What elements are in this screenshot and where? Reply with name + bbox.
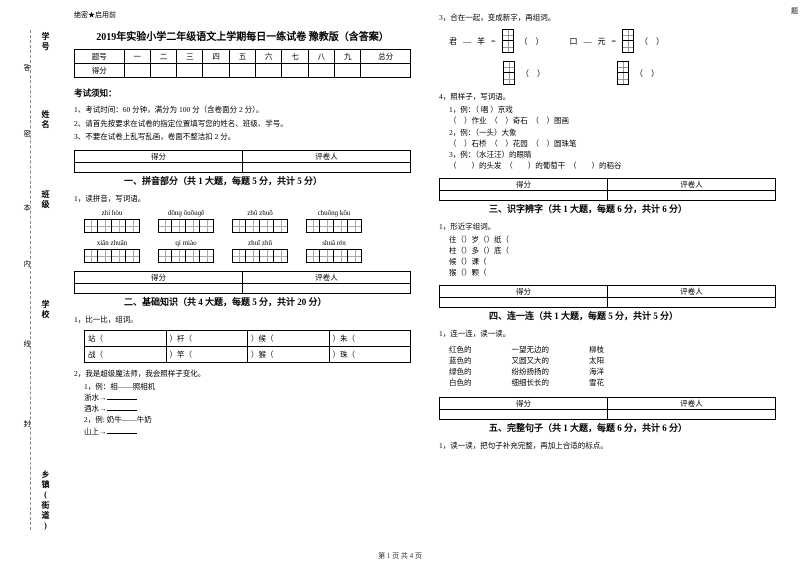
score-box: 得分评卷人 [439,178,776,201]
question-line: 1，比一比，组词。 [74,314,411,325]
score-box: 得分评卷人 [74,271,411,294]
edge-char: 题 [791,6,798,16]
scorebar-cell: 七 [282,50,308,64]
scorebar-cell: 总分 [361,50,411,64]
combine-row: 君—羊= （ ） 口—元= （ ） [449,29,776,53]
scorebar-cell: 五 [229,50,255,64]
margin-mark: 本 [22,204,32,211]
fold-line [30,30,31,530]
section-title: 四、连一连（共 1 大题，每题 5 分，共计 5 分） [439,309,776,322]
margin-mark: 线 [22,340,32,347]
scorebar-cell: 九 [335,50,361,64]
score-box-label: 评卷人 [243,271,411,283]
scorebar-cell: 六 [256,50,282,64]
pinyin: shuǎ rén [322,239,346,247]
column-left: 绝密★启用前 2019年实验小学二年级语文上学期每日一练试卷 豫教版（含答案） … [60,10,425,547]
margin-mark: 内 [22,260,32,267]
column-right: 3，合在一起，变成新字，再组词。 君—羊= （ ） 口—元= （ ） （ ） （… [425,10,790,547]
scorebar-cell: 一 [124,50,150,64]
combine-row: （ ） （ ） [449,61,776,85]
pinyin: qí miào [175,239,196,247]
score-box: 得分评卷人 [439,285,776,308]
margin-label: 班级 [40,190,51,210]
score-box-label: 得分 [75,150,243,162]
instructions-list: 1、考试时间：60 分钟，满分为 100 分（含卷面分 2 分）。 2、请首先按… [74,102,411,146]
score-header-table: 题号 一 二 三 四 五 六 七 八 九 总分 得分 [74,49,411,78]
instruction-item: 2、请首先按要求在试卷的指定位置填写您的姓名、班级、学号。 [74,119,411,130]
scorebar-cell: 八 [308,50,334,64]
question-line: 2，我是超级魔法师，我会照样子变化。 [74,368,411,379]
margin-mark: 密 [22,130,32,137]
score-box-label: 评卷人 [608,285,776,297]
section-title: 五、完整句子（共 1 大题，每题 6 分，共计 6 分） [439,421,776,434]
score-box-label: 评卷人 [608,178,776,190]
score-box-label: 评卷人 [243,150,411,162]
pinyin: chuōnɡ kǒu [318,209,351,217]
score-box: 得分评卷人 [74,150,411,173]
score-box-label: 得分 [440,178,608,190]
score-box-label: 评卷人 [608,397,776,409]
margin-mark: 答 [22,64,32,71]
margin-label: 学校 [40,300,51,320]
secret-label: 绝密★启用前 [74,10,411,20]
scorebar-row-label: 得分 [75,64,125,78]
paper-title: 2019年实验小学二年级语文上学期每日一练试卷 豫教版（含答案） [74,28,411,43]
question-line: 1，形近字组词。 [439,221,776,232]
pinyin-row: xiǎn zhuǎn qí miào zhuī zhǔ shuǎ rén [84,239,411,263]
question-line: 4，照样子，写词语。 [439,91,776,102]
margin-label: 姓名 [40,110,51,130]
pinyin: zhí hòu [102,209,123,217]
scorebar-cell: 二 [150,50,176,64]
score-box-label: 得分 [440,397,608,409]
page-body: 绝密★启用前 2019年实验小学二年级语文上学期每日一练试卷 豫教版（含答案） … [0,0,800,565]
section-title: 一、拼音部分（共 1 大题，每题 5 分，共计 5 分） [74,174,411,187]
instruction-item: 3、不要在试卷上乱写乱画，卷面不整洁扣 2 分。 [74,132,411,143]
scorebar-cell: 题号 [75,50,125,64]
instructions-title: 考试须知： [74,87,411,99]
question-line: 3，合在一起，变成新字，再组词。 [439,12,776,23]
binding-margin: 学号 姓名 班级 学校 乡镇(街道) 答 密 本 内 线 封 [0,0,58,565]
question-line: 1，读一读，把句子补充完整，再加上合适的标点。 [439,440,776,451]
example-lines: 1，例：（ 唱 ）京戏 （ ）作业 （ ）奇石 （ ）图画 2，例：（一头）大象… [449,104,776,172]
page-footer: 第 1 页 共 4 页 [0,551,800,561]
near-char-rows: 往（）岁（）纸（ 柱（）多（）底（ 候（）课（ 猴（）颗（ [449,234,776,279]
scorebar-cell: 四 [203,50,229,64]
pinyin: zhǔ zhuō [247,209,272,217]
example-lines: 1，例：相——照相机 浙水→ 酒水→ 2，例: 奶牛——牛奶 山上→ [84,381,411,437]
instruction-item: 1、考试时间：60 分钟，满分为 100 分（含卷面分 2 分）。 [74,105,411,116]
margin-label: 学号 [40,32,51,52]
match-columns: 红色的蓝色的绿色的白色的 一望无边的又圆又大的纷纷扬扬的细细长长的 柳枝太阳海洋… [449,344,776,389]
score-box-label: 得分 [440,285,608,297]
pinyin: dǒnɡ ōuōuɡē [168,209,204,217]
section-title: 三、识字辨字（共 1 大题，每题 6 分，共计 6 分） [439,202,776,215]
question-line: 1，连一连，读一读。 [439,328,776,339]
pinyin-row: zhí hòu dǒnɡ ōuōuɡē zhǔ zhuō chuōnɡ kǒu [84,209,411,233]
section-title: 二、基础知识（共 4 大题，每题 5 分，共计 20 分） [74,295,411,308]
margin-label: 乡镇(街道) [40,470,51,532]
score-box: 得分评卷人 [439,397,776,420]
pinyin: xiǎn zhuǎn [97,239,128,247]
score-box-label: 得分 [75,271,243,283]
compare-table: 站（）杆（）候（）朱（ 战（）竿（）猴（）珠（ [84,330,411,363]
scorebar-cell: 三 [177,50,203,64]
margin-mark: 封 [22,420,32,427]
pinyin: zhuī zhǔ [248,239,272,247]
question-line: 1，读拼音，写词语。 [74,193,411,204]
